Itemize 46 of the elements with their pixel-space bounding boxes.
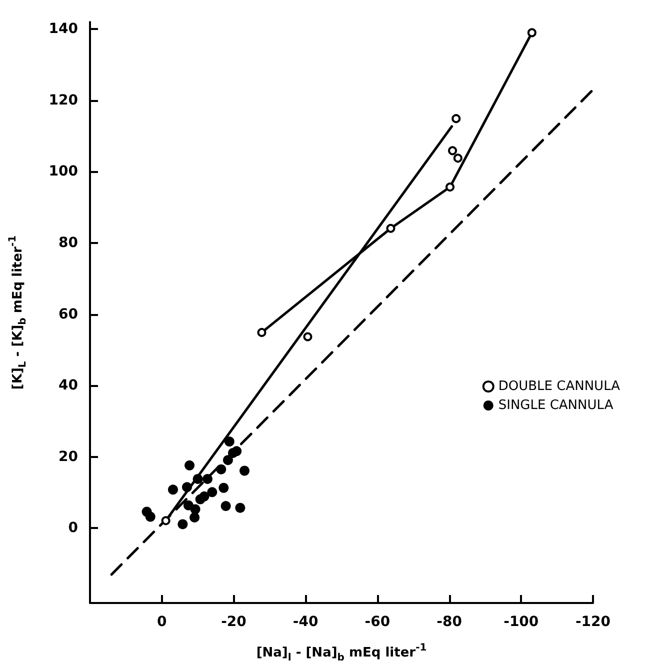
point	[240, 466, 250, 476]
x-tick-label: -100	[504, 614, 539, 630]
x-tick-label: -40	[292, 614, 318, 630]
point	[184, 460, 195, 470]
point	[303, 332, 312, 342]
x-tick-label: -80	[436, 614, 462, 630]
point	[190, 504, 200, 514]
y-tick-label: 140	[48, 21, 78, 38]
point	[199, 491, 210, 502]
y-tick-label: 120	[48, 92, 78, 108]
y-tick-label: 80	[58, 234, 78, 251]
y-tick-label: 20	[58, 448, 78, 465]
point	[257, 328, 266, 337]
y-axis-title: [K]L - [K]b mEq liter-1	[8, 235, 28, 390]
point	[178, 519, 188, 530]
point	[527, 28, 536, 38]
point	[202, 474, 212, 484]
point	[145, 512, 156, 522]
point	[192, 474, 203, 484]
point	[168, 484, 178, 495]
point	[452, 114, 461, 124]
point	[224, 436, 234, 447]
point	[386, 224, 396, 233]
point	[446, 182, 455, 192]
legend-label: DOUBLE CANNULA	[498, 379, 620, 394]
point	[220, 501, 231, 512]
x-tick-label: -20	[221, 614, 247, 630]
point	[235, 502, 246, 513]
x-tick-label: -60	[364, 614, 390, 630]
point	[218, 482, 229, 493]
x-tick-label: 0	[156, 614, 167, 630]
x-tick-label: -120	[575, 614, 611, 630]
point	[222, 455, 233, 466]
y-tick-label: 100	[48, 164, 78, 180]
point	[453, 154, 462, 163]
point	[190, 512, 200, 522]
point	[216, 464, 226, 474]
point	[207, 487, 218, 498]
y-tick-label: 0	[68, 520, 78, 536]
point	[448, 146, 458, 156]
y-tick-label: 60	[58, 306, 78, 322]
point	[232, 446, 242, 456]
legend-label: SINGLE CANNULA	[498, 398, 614, 413]
point	[161, 516, 170, 526]
point	[182, 482, 192, 492]
y-tick-label: 40	[58, 378, 78, 394]
